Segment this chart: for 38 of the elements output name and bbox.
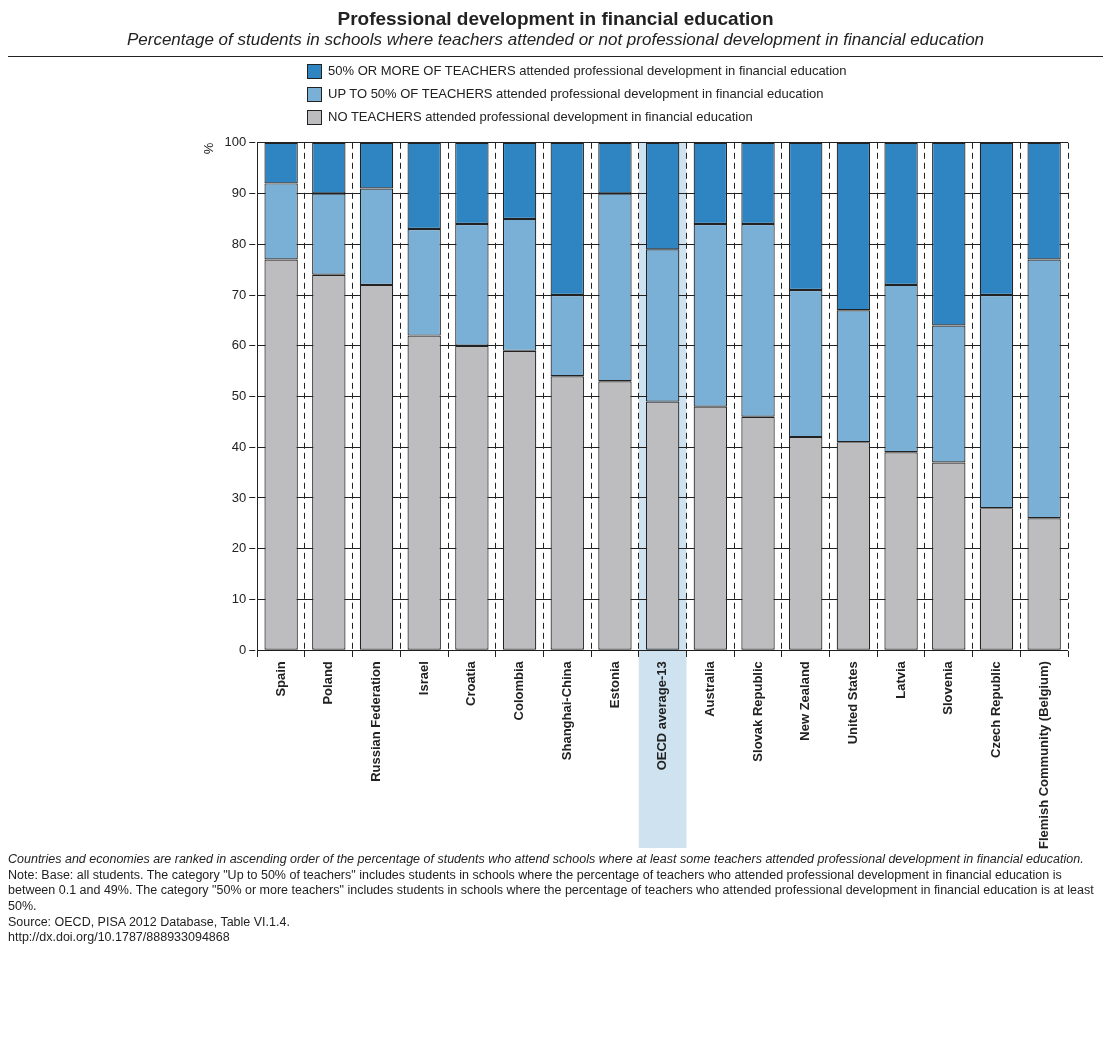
y-tick-label: 40 [231, 438, 247, 454]
x-tick-label: OECD average-13 [654, 661, 670, 771]
source-note: Source: OECD, PISA 2012 Database, Table VI.1.4. [8, 914, 291, 931]
y-tick-label: 70 [231, 286, 247, 302]
x-tick-label: Slovenia [940, 660, 956, 715]
x-tick-label: Russian Federation [368, 661, 384, 782]
y-tick-label: 90 [231, 185, 247, 201]
x-tick-label: Flemish Community (Belgium) [1035, 661, 1051, 850]
y-tick-label: 80 [231, 235, 247, 251]
y-tick-label: 20 [231, 540, 247, 556]
x-tick-label: Israel [415, 661, 431, 696]
x-tick-label: Czech Republic [988, 661, 1004, 759]
x-tick-label: Croatia [463, 660, 479, 707]
x-tick-label: New Zealand [797, 661, 813, 741]
x-tick-label: Poland [320, 661, 336, 705]
y-tick-label: 30 [231, 489, 247, 505]
y-tick-label: 50 [231, 388, 247, 404]
x-tick-label: Shanghai-China [558, 660, 574, 761]
legend-label: 50% OR MORE OF TEACHERS attended professional development in financial education [328, 63, 847, 78]
text: Countries and economies are ranked in ascending order of the percentage of students who attend schools where at least some teachers attended professional development in financial education. [8, 852, 1085, 868]
y-axis-title: % [201, 142, 217, 155]
x-tick-label: Slovak Republic [749, 661, 765, 762]
x-tick-label: Latvia [892, 660, 908, 699]
x-tick-label: Australia [701, 660, 717, 717]
x-tick-label: Estonia [606, 660, 622, 709]
text: Note: Base: all students. The category "Up to 50% of teachers" includes students in schools where the percentage of teachers who attended professional development in financial education is between 0.1 and 49%. The category "50% or more teachers" includes students in schools where the percentage of teachers who attended professional development in financial education is at least 50%. [8, 867, 1095, 915]
chart-subtitle: Percentage of students in schools where teachers attended or not professional development in financial education [8, 30, 1103, 57]
legend-label: UP TO 50% OF TEACHERS attended professional development in financial education [328, 86, 824, 101]
y-tick-label: 100 [224, 134, 247, 150]
x-tick-label: United States [844, 661, 860, 745]
legend-label: NO TEACHERS attended professional development in financial education [328, 109, 753, 124]
text: http://dx.doi.org/10.1787/888933094868 [8, 930, 231, 946]
x-tick-label: Colombia [511, 660, 527, 721]
y-tick-label: 0 [239, 641, 247, 657]
x-tick-label: Spain [272, 661, 288, 697]
chart-title: Professional development in financial education [336, 8, 775, 30]
y-tick-label: 10 [231, 591, 247, 607]
y-tick-label: 60 [231, 337, 247, 353]
